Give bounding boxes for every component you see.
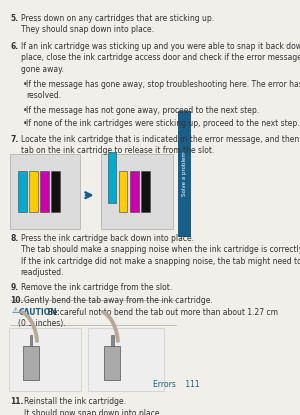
Text: Press the ink cartridge back down into place.: Press the ink cartridge back down into p…: [21, 234, 194, 243]
FancyBboxPatch shape: [141, 171, 150, 212]
Text: Be careful not to bend the tab out more than about 1.27 cm: Be careful not to bend the tab out more …: [43, 308, 278, 317]
FancyBboxPatch shape: [130, 171, 139, 212]
Text: ⚠: ⚠: [12, 306, 20, 315]
Bar: [111, 335, 114, 346]
Text: If the message has not gone away, proceed to the next step.: If the message has not gone away, procee…: [26, 105, 260, 115]
Text: Reinstall the ink cartridge.: Reinstall the ink cartridge.: [25, 397, 127, 406]
Bar: [10, 154, 80, 229]
FancyBboxPatch shape: [51, 171, 60, 212]
Text: 10.: 10.: [11, 296, 24, 305]
FancyBboxPatch shape: [119, 171, 128, 212]
Text: Errors    111: Errors 111: [153, 380, 200, 389]
Text: resolved.: resolved.: [26, 91, 61, 100]
Bar: [88, 328, 164, 391]
Text: Gently bend the tab away from the ink cartridge.: Gently bend the tab away from the ink ca…: [25, 296, 213, 305]
Text: 5.: 5.: [11, 14, 19, 23]
FancyBboxPatch shape: [108, 152, 116, 203]
Text: place, close the ink cartridge access door and check if the error message has: place, close the ink cartridge access do…: [21, 54, 300, 63]
Bar: [101, 154, 172, 229]
Text: 6.: 6.: [11, 42, 19, 51]
Bar: [104, 346, 120, 380]
Text: (0.5 inches).: (0.5 inches).: [18, 320, 66, 328]
FancyBboxPatch shape: [29, 171, 38, 212]
Bar: [23, 346, 39, 380]
Text: The tab should make a snapping noise when the ink cartridge is correctly seated.: The tab should make a snapping noise whe…: [21, 245, 300, 254]
Text: If an ink cartridge was sticking up and you were able to snap it back down into: If an ink cartridge was sticking up and …: [21, 42, 300, 51]
Text: Solve a problem: Solve a problem: [182, 151, 187, 196]
Text: If none of the ink cartridges were sticking up, proceed to the next step.: If none of the ink cartridges were stick…: [26, 119, 300, 128]
Bar: [30, 335, 32, 346]
Text: gone away.: gone away.: [21, 65, 64, 74]
Text: If the message has gone away, stop troubleshooting here. The error has been: If the message has gone away, stop troub…: [26, 80, 300, 89]
FancyBboxPatch shape: [18, 171, 27, 212]
Text: •: •: [22, 80, 27, 89]
Text: readjusted.: readjusted.: [21, 268, 64, 277]
Text: If the ink cartridge did not make a snapping noise, the tab might need to be: If the ink cartridge did not make a snap…: [21, 256, 300, 266]
Text: It should now snap down into place.: It should now snap down into place.: [25, 408, 162, 415]
Bar: [178, 111, 191, 237]
Text: They should snap down into place.: They should snap down into place.: [21, 25, 154, 34]
Text: •: •: [22, 105, 27, 115]
Text: tab on the ink cartridge to release it from the slot.: tab on the ink cartridge to release it f…: [21, 146, 214, 155]
Text: 7.: 7.: [11, 135, 19, 144]
Bar: [9, 328, 81, 391]
Text: Remove the ink cartridge from the slot.: Remove the ink cartridge from the slot.: [21, 283, 172, 292]
Text: 8.: 8.: [11, 234, 19, 243]
Text: •: •: [22, 119, 27, 128]
Text: Locate the ink cartridge that is indicated in the error message, and then press : Locate the ink cartridge that is indicat…: [21, 135, 300, 144]
Text: CAUTION:: CAUTION:: [18, 308, 60, 317]
FancyBboxPatch shape: [40, 171, 49, 212]
Text: Press down on any cartridges that are sticking up.: Press down on any cartridges that are st…: [21, 14, 214, 23]
Text: 11.: 11.: [11, 397, 24, 406]
Text: 9.: 9.: [11, 283, 19, 292]
